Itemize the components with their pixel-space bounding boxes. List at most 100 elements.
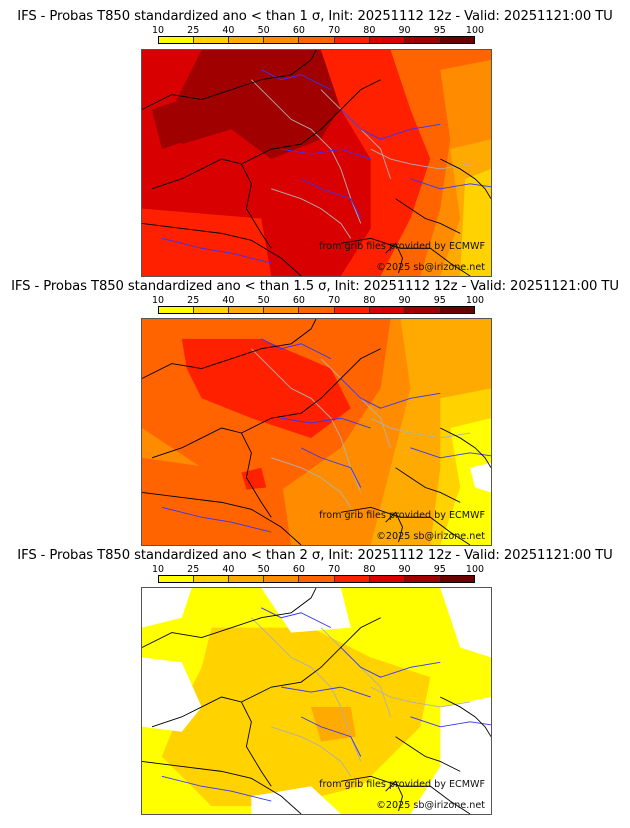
coastline [340,506,471,545]
river [300,178,362,219]
admin-border [370,148,471,170]
colorbar-segment [264,576,300,582]
coastline [395,736,461,772]
colorbar-tick-label: 80 [363,564,376,575]
colorbar-tick-label: 60 [292,564,305,575]
colorbar-segment [159,576,195,582]
river [340,109,441,140]
colorbar-tick-label: 40 [222,25,235,36]
colorbar-tick-label: 60 [292,25,305,36]
admin-border [271,457,352,508]
data-source-credit: from grib files provided by ECMWF [319,241,485,252]
colorbar-segment [439,307,474,313]
river [281,417,371,429]
probability-zone [161,627,431,807]
colorbar-segment [194,37,230,43]
coastline [142,588,317,648]
coastline [142,492,302,545]
colorbar-tick-label: 10 [151,295,165,306]
river [410,447,491,459]
data-source-credit: from grib files provided by ECMWF [319,779,485,790]
colorbar-segment [194,307,230,313]
probability-zone [440,588,491,658]
colorbar-segment [264,37,300,43]
coastline [142,319,317,379]
coastline [241,348,381,434]
colorbar-tick-label: 100 [465,295,485,306]
probability-zone [251,786,341,814]
colorbar-tick-label: 95 [433,564,446,575]
admin-border [251,79,362,224]
colorbar-segment [369,37,405,43]
coastline [385,780,403,812]
colorbar-tick-label: 70 [328,25,341,36]
river [300,447,362,488]
admin-border [251,348,362,493]
river [410,716,491,728]
admin-border [271,188,352,239]
coastline [340,775,471,814]
colorbar-tick-label: 50 [257,25,270,36]
coastline [241,617,381,703]
colorbar-tick-label: 10 [151,25,165,36]
colorbar-segment [404,576,440,582]
coastline [385,242,403,274]
colorbar-tick-label: 10 [151,564,165,575]
coastline [142,50,317,110]
coastline [340,237,471,276]
colorbar-segment [369,576,405,582]
colorbar-segment [229,576,265,582]
colorbar-segment [299,576,335,582]
coastline [395,198,461,234]
colorbar-segment [229,37,265,43]
probability-map: from grib files provided by ECMWF ©2025 s… [141,318,492,546]
river [161,775,272,802]
colorbar-segment [439,37,474,43]
colorbar-tick-label: 100 [465,564,485,575]
colorbar-tick-label: 95 [433,295,446,306]
map-field [142,319,491,545]
river [161,506,272,533]
coastline [440,696,491,737]
probability-map: from grib files provided by ECMWF ©2025 s… [141,587,492,815]
colorbar-tick-labels: 10 25 40 50 60 70 80 90 95 100 [152,25,484,36]
probability-zone [410,697,491,814]
colorbar-segment [369,307,405,313]
colorbar-tick-label: 70 [328,564,341,575]
map-field [142,588,491,814]
copyright-credit: ©2025 sb@irizone.net [376,262,485,273]
colorbar-segment [404,37,440,43]
panel-title: IFS - Probas T850 standardized ano < tha… [17,9,613,24]
probability-zone [470,462,491,493]
probability-zone [261,588,351,633]
river [161,237,272,264]
colorbar-tick-label: 40 [222,295,235,306]
coastline [440,158,491,199]
colorbar-tick-label: 90 [398,25,411,36]
copyright-credit: ©2025 sb@irizone.net [376,531,485,542]
panel-title: IFS - Probas T850 standardized ano < tha… [11,279,619,294]
probability-zone [181,338,351,438]
river [281,686,371,698]
river [340,378,441,409]
colorbar-tick-label: 60 [292,295,305,306]
colorbar-tick-label: 90 [398,564,411,575]
coastline [395,467,461,503]
admin-border [251,617,362,762]
probability-zone [440,418,491,545]
colorbar-segment [439,576,474,582]
colorbar-segment [404,307,440,313]
colorbar-segment [264,307,300,313]
colorbar-segment [334,576,370,582]
probability-zone [151,99,192,150]
coastline [142,223,302,276]
admin-border [370,686,471,708]
colorbar-tick-label: 40 [222,564,235,575]
admin-border [271,726,352,777]
river [340,647,441,678]
colorbar-tick-label: 100 [465,25,485,36]
colorbar-tick-label: 80 [363,25,376,36]
data-source-credit: from grib files provided by ECMWF [319,510,485,521]
colorbar-tick-label: 50 [257,295,270,306]
colorbar-tick-label: 25 [187,564,200,575]
